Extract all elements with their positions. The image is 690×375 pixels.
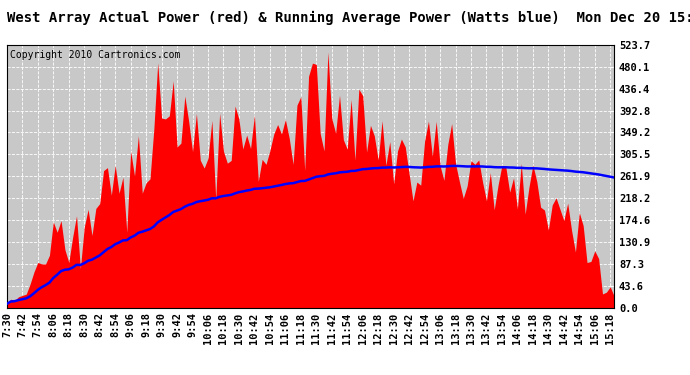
Text: Copyright 2010 Cartronics.com: Copyright 2010 Cartronics.com (10, 50, 180, 60)
Text: West Array Actual Power (red) & Running Average Power (Watts blue)  Mon Dec 20 1: West Array Actual Power (red) & Running … (7, 11, 690, 26)
